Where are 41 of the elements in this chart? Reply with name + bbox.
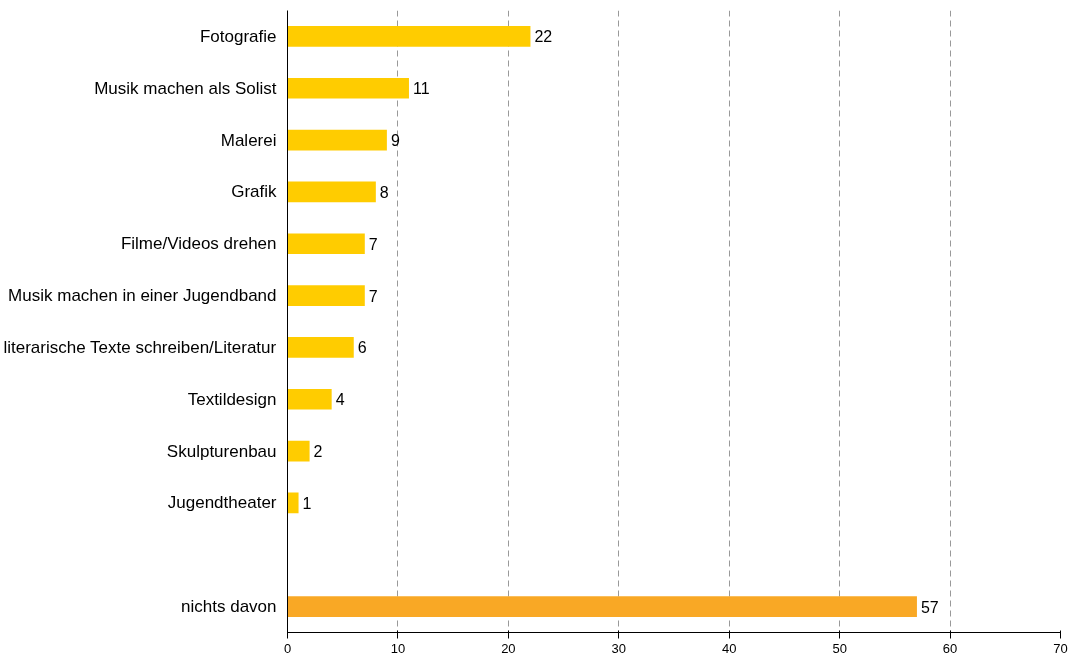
y-tick-label: Musik machen in einer Jugendband [8,286,277,306]
y-tick-label: nichts davon [181,597,277,617]
bar [287,285,365,306]
bar [287,129,387,151]
bar [287,388,332,410]
x-tick-label: 10 [390,640,406,656]
bar [287,77,409,99]
y-tick-label: Fotografie [199,26,277,46]
data-label: 6 [357,339,367,357]
bar [287,440,310,462]
data-label: 22 [534,28,553,46]
data-label: 7 [368,287,378,305]
y-tick-label: Musik machen als Solist [94,78,277,98]
data-label: 8 [379,183,389,201]
y-tick-label: Malerei [220,130,277,150]
bar [287,233,365,255]
data-label: 11 [412,80,430,98]
y-tick-label: literarische Texte schreiben/Literatur [3,337,277,357]
data-label: 2 [313,443,323,461]
bar [287,337,354,358]
x-tick-label: 30 [611,640,627,656]
x-tick-label: 0 [283,640,292,656]
data-label: 9 [390,132,400,150]
y-tick-label: Skulpturenbau [166,441,277,461]
x-tick-label: 50 [832,640,847,656]
x-tick-label: 70 [1053,640,1068,656]
x-tick-label: 60 [942,640,958,656]
y-tick-label: Textildesign [187,389,277,409]
bar [287,181,376,203]
x-tick-label: 40 [721,640,737,656]
y-tick-label: Jugendtheater [167,493,277,513]
bar [287,492,299,514]
y-tick-label: Filme/Videos drehen [120,234,277,254]
y-tick-label: Grafik [231,182,277,202]
bar [287,26,531,47]
data-label: 1 [302,494,312,512]
data-label: 57 [920,598,939,616]
data-label: 7 [368,235,378,253]
x-tick-label: 20 [501,640,516,656]
bar [287,596,917,617]
data-label: 4 [335,391,345,409]
